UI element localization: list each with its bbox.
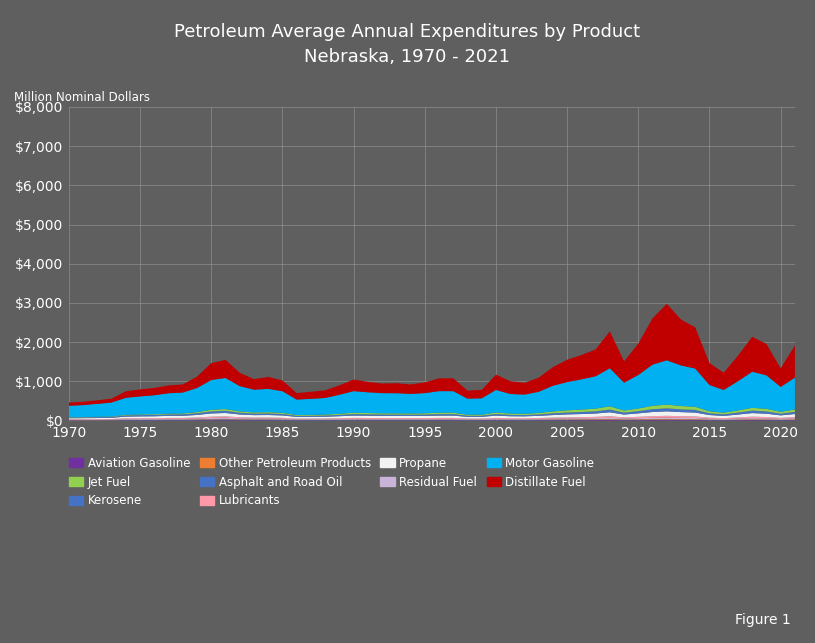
Text: Nebraska, 1970 - 2021: Nebraska, 1970 - 2021 (305, 48, 510, 66)
Text: Petroleum Average Annual Expenditures by Product: Petroleum Average Annual Expenditures by… (174, 23, 641, 41)
Text: Million Nominal Dollars: Million Nominal Dollars (15, 91, 151, 104)
Text: Figure 1: Figure 1 (735, 613, 791, 627)
Legend: Aviation Gasoline, Jet Fuel, Kerosene, Other Petroleum Products, Asphalt and Roa: Aviation Gasoline, Jet Fuel, Kerosene, O… (69, 457, 594, 507)
